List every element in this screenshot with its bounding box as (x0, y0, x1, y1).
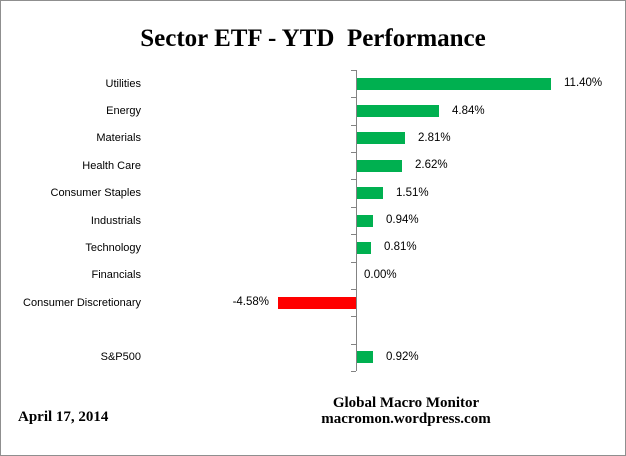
footer-credit: Global Macro Monitor macromon.wordpress.… (306, 395, 506, 427)
negative-bar (278, 297, 356, 309)
category-label: Consumer Discretionary (23, 297, 141, 309)
value-label: -4.58% (232, 296, 269, 308)
axis-tick (351, 371, 356, 372)
axis-tick (351, 289, 356, 290)
axis-tick (351, 70, 356, 71)
footer-credit-url: macromon.wordpress.com (321, 410, 491, 427)
category-label: Industrials (90, 215, 141, 227)
value-label: 0.92% (386, 351, 419, 363)
axis-tick (351, 207, 356, 208)
category-label: Utilities (105, 78, 141, 90)
category-label: Technology (85, 242, 141, 254)
axis-tick (351, 344, 356, 345)
value-label: 1.51% (396, 187, 429, 199)
category-label: Consumer Staples (50, 187, 142, 199)
axis-tick (351, 316, 356, 317)
positive-bar (357, 351, 373, 363)
category-label: Financials (91, 269, 141, 281)
value-axis-line (356, 70, 357, 371)
positive-bar (357, 187, 383, 199)
axis-tick (351, 97, 356, 98)
value-label: 0.94% (386, 214, 419, 226)
chart-title: Sector ETF - YTD Performance (140, 25, 486, 52)
axis-tick (351, 179, 356, 180)
category-label: Energy (106, 105, 141, 117)
category-label: Materials (96, 132, 141, 144)
axis-tick (351, 125, 356, 126)
category-label: Health Care (82, 160, 141, 172)
positive-bar (357, 160, 402, 172)
footer-date: April 17, 2014 (18, 409, 109, 425)
positive-bar (357, 215, 373, 227)
value-label: 2.81% (418, 132, 451, 144)
positive-bar (357, 78, 551, 90)
axis-tick (351, 234, 356, 235)
positive-bar (357, 105, 439, 117)
positive-bar (357, 132, 405, 144)
axis-tick (351, 262, 356, 263)
positive-bar (357, 242, 371, 254)
axis-tick (351, 152, 356, 153)
value-label: 0.00% (364, 269, 397, 281)
value-label: 4.84% (452, 105, 485, 117)
footer-credit-source: Global Macro Monitor (332, 395, 480, 411)
value-label: 2.62% (415, 159, 448, 171)
category-label: S&P500 (100, 351, 141, 363)
value-label: 11.40% (564, 77, 603, 89)
value-label: 0.81% (384, 241, 417, 253)
